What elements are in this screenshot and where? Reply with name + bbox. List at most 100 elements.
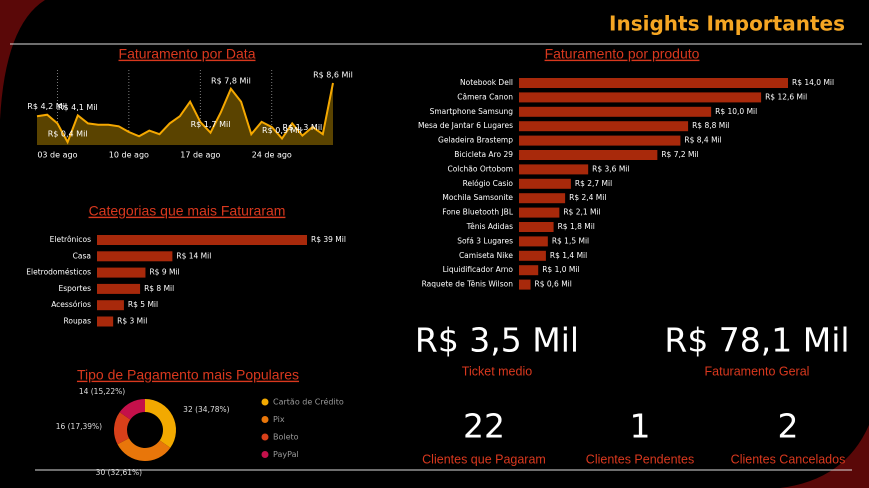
kpi-label: Clientes Pendentes [586, 452, 694, 466]
bar [519, 92, 762, 103]
data-label: R$ 10,0 Mil [715, 107, 757, 116]
y-tick-label: Esportes [58, 284, 91, 293]
bar [519, 150, 658, 160]
kpi-label: Clientes que Pagaram [422, 452, 546, 466]
data-label: R$ 2,4 Mil [569, 193, 606, 202]
y-tick-label: Camiseta Nike [459, 251, 513, 260]
slice [113, 412, 131, 445]
kpi-label: Faturamento Geral [705, 364, 810, 378]
data-label: R$ 1,4 Mil [550, 251, 587, 260]
data-label: R$ 1,0 Mil [542, 265, 579, 274]
bar [97, 251, 173, 262]
chart-title: Tipo de Pagamento mais Populares [77, 367, 299, 383]
legend-swatch [261, 451, 269, 458]
y-tick-label: Tênis Adidas [466, 222, 513, 231]
y-tick-label: Liquidificador Arno [443, 265, 514, 274]
y-tick-label: Bicicleta Aro 29 [454, 150, 513, 159]
kpi-value: 1 [630, 407, 651, 446]
bar [519, 193, 566, 204]
bar [97, 283, 141, 294]
kpi-value: R$ 78,1 Mil [664, 321, 849, 360]
y-tick-label: Roupas [64, 317, 92, 326]
data-label: R$ 3 Mil [117, 317, 147, 326]
data-label: 32 (34,78%) [183, 405, 229, 414]
y-tick-label: Casa [73, 251, 91, 260]
data-label: 14 (15,22%) [79, 387, 125, 396]
data-label: R$ 7,2 Mil [661, 150, 698, 159]
data-label: R$ 5 Mil [128, 300, 158, 309]
slice [145, 399, 176, 448]
legend-label: Boleto [273, 433, 299, 442]
y-tick-label: Mesa de Jantar 6 Lugares [418, 121, 513, 130]
data-label: R$ 1,7 Mil [191, 120, 231, 129]
x-tick-label: 10 de ago [109, 151, 149, 160]
kpi-value: R$ 3,5 Mil [415, 321, 579, 360]
data-label: R$ 39 Mil [311, 235, 346, 244]
legend-label: PayPal [273, 450, 299, 459]
data-label: R$ 14,0 Mil [792, 78, 834, 87]
kpi-value: 22 [463, 407, 505, 446]
bar [519, 236, 548, 247]
data-label: R$ 14 Mil [176, 251, 211, 260]
y-tick-label: Acessórios [51, 300, 91, 309]
x-tick-label: 24 de ago [252, 151, 292, 160]
header-title: Insights Importantes [609, 12, 845, 36]
bar [97, 300, 124, 311]
data-label: 30 (32,61%) [96, 468, 142, 477]
slice [119, 398, 145, 420]
bar [97, 235, 307, 245]
bar [519, 222, 554, 232]
data-label: R$ 4,1 Mil [58, 103, 98, 112]
legend-swatch [261, 433, 269, 441]
legend-label: Pix [273, 415, 285, 424]
y-tick-label: Geladeira Brastemp [438, 136, 513, 145]
kpi-label: Ticket medio [462, 364, 532, 378]
bar [519, 207, 560, 218]
bar [97, 267, 146, 278]
data-label: R$ 1,5 Mil [552, 236, 589, 245]
bar [519, 78, 788, 88]
chart-title: Faturamento por produto [545, 46, 700, 62]
y-tick-label: Eletrônicos [50, 235, 91, 244]
bar [519, 135, 681, 146]
bar [97, 316, 114, 327]
bar [519, 106, 712, 117]
y-tick-label: Eletrodomésticos [26, 268, 91, 277]
y-tick-label: Raquete de Tênis Wilson [422, 280, 514, 289]
chart-title: Faturamento por Data [119, 46, 256, 62]
y-tick-label: Notebook Dell [460, 78, 513, 87]
chart-title: Categorias que mais Faturaram [89, 203, 286, 219]
bar [519, 121, 689, 132]
data-label: R$ 0,6 Mil [535, 280, 572, 289]
y-tick-label: Colchão Ortobom [447, 164, 513, 173]
legend-swatch [261, 398, 269, 406]
y-tick-label: Câmera Canon [457, 92, 513, 101]
bar [519, 265, 539, 276]
data-label: R$ 0,4 Mil [48, 130, 88, 139]
data-label: R$ 3,6 Mil [592, 164, 629, 173]
legend-label: Cartão de Crédito [273, 397, 344, 407]
data-label: R$ 8,6 Mil [313, 71, 353, 80]
data-label: R$ 9 Mil [149, 268, 179, 277]
area [37, 83, 333, 145]
bar [519, 164, 589, 175]
data-label: R$ 4,2 Mil [27, 102, 67, 111]
legend-swatch [261, 416, 269, 423]
y-tick-label: Sofá 3 Lugares [457, 236, 513, 245]
bar [519, 250, 546, 261]
data-label: R$ 8 Mil [144, 284, 174, 293]
kpi-value: 2 [778, 407, 799, 446]
data-label: R$ 1,3 Mil [282, 123, 322, 132]
line [36, 82, 334, 145]
data-label: R$ 2,1 Mil [563, 208, 600, 217]
y-tick-label: Fone Bluetooth JBL [442, 208, 514, 217]
data-label: R$ 0,9 Mil [262, 126, 302, 135]
bar [519, 279, 531, 290]
data-label: R$ 8,4 Mil [684, 136, 721, 145]
data-label: R$ 8,8 Mil [692, 121, 729, 130]
data-label: 16 (17,39%) [56, 422, 102, 431]
y-tick-label: Smartphone Samsung [430, 107, 514, 116]
data-label: R$ 1,8 Mil [558, 222, 595, 231]
x-tick-label: 17 de ago [180, 151, 220, 160]
